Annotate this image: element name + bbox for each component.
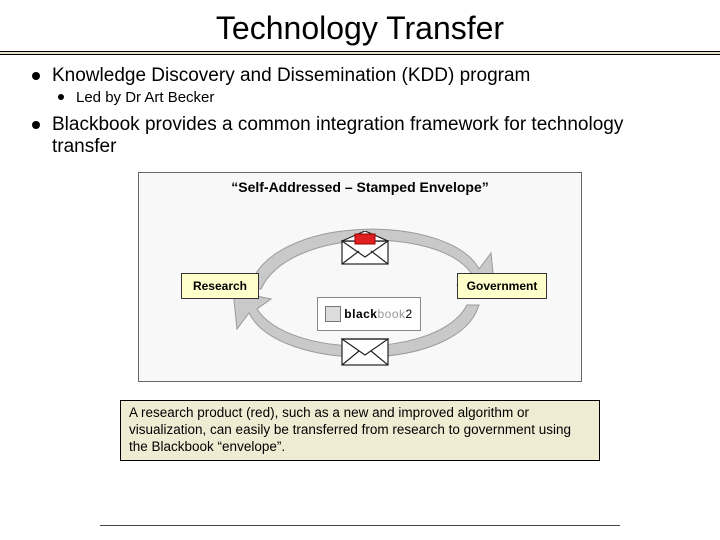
content-area: Knowledge Discovery and Dissemination (K…: [0, 55, 720, 461]
envelope-top-icon: [341, 231, 389, 265]
blackbook-prefix: black: [344, 307, 377, 321]
cube-icon: [325, 306, 341, 322]
blackbook-suffix: book: [377, 307, 405, 321]
page-title: Technology Transfer: [0, 0, 720, 51]
bullet-kdd-text: Knowledge Discovery and Dissemination (K…: [52, 65, 530, 86]
blackbook-box: blackbook2: [317, 297, 421, 331]
bullet-kdd: Knowledge Discovery and Dissemination (K…: [28, 65, 692, 106]
research-label: Research: [181, 273, 259, 299]
footer-divider: [100, 525, 620, 526]
bullet-blackbook: Blackbook provides a common integration …: [28, 114, 692, 158]
diagram-container: “Self-Addressed – Stamped Envelope” Rese…: [138, 172, 582, 382]
sub-bullet-leader: Led by Dr Art Becker: [52, 89, 692, 106]
bullet-list: Knowledge Discovery and Dissemination (K…: [28, 65, 692, 158]
envelope-bottom-icon: [341, 333, 389, 367]
blackbook-wordmark: blackbook2: [344, 307, 412, 321]
blackbook-version: 2: [406, 307, 413, 321]
caption-box: A research product (red), such as a new …: [120, 400, 600, 461]
government-label: Government: [457, 273, 547, 299]
